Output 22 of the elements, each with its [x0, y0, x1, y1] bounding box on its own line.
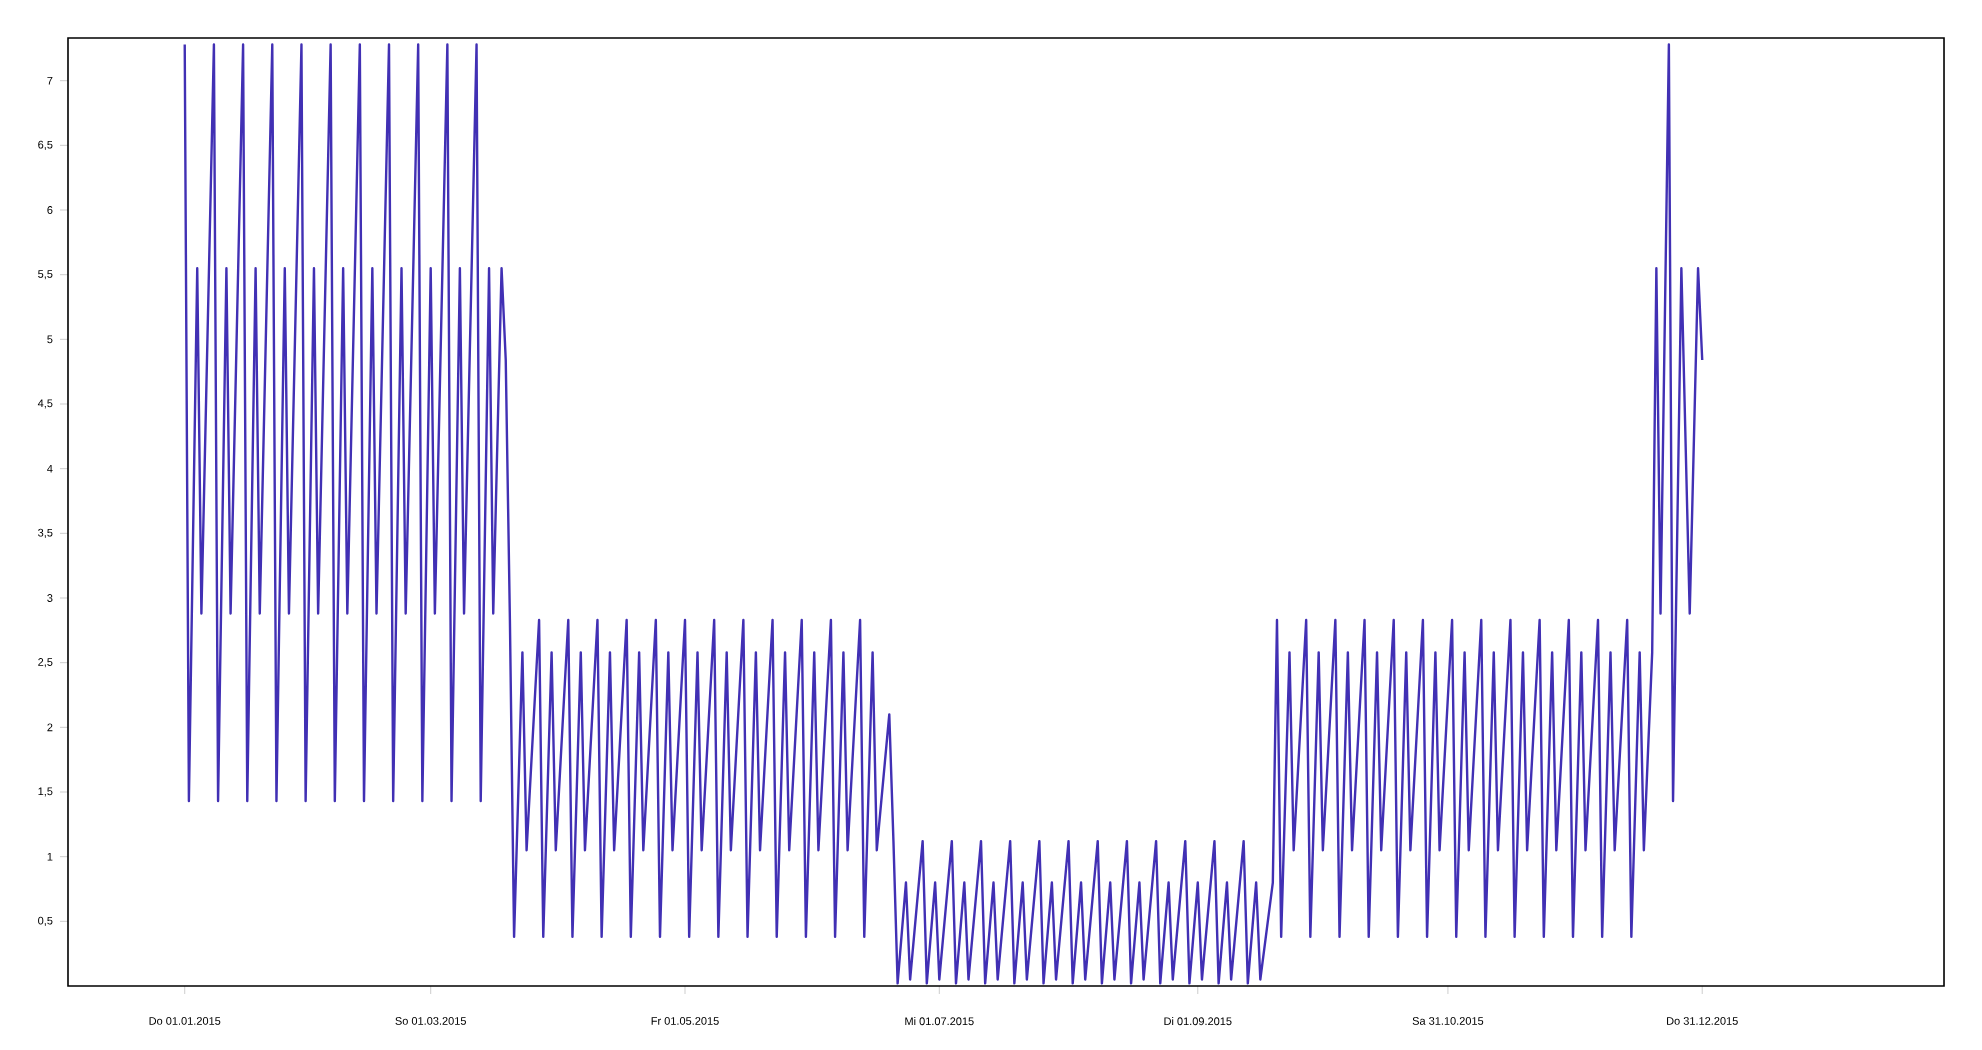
- x-tick-label: Do 01.01.2015: [149, 1017, 221, 1025]
- x-tick-label: Mi 01.07.2015: [905, 1017, 974, 1026]
- x-tick-label: Di 01.09.2015: [1164, 1017, 1232, 1026]
- y-tick-label: 0,5: [38, 916, 53, 926]
- y-tick-label: 3,5: [38, 528, 53, 538]
- y-tick-label: 6: [47, 206, 53, 214]
- y-tick-label: 2,5: [38, 658, 53, 668]
- y-tick-label: 1: [47, 852, 53, 861]
- y-tick-label: 2: [47, 723, 53, 732]
- x-tick-label: Sa 31.10.2015: [1412, 1017, 1484, 1025]
- x-tick-label: Do 31.12.2015: [1667, 1017, 1738, 1025]
- line-series: [183, 43, 1704, 985]
- y-tick-label: 1,5: [38, 787, 53, 797]
- x-tick-label: So 01.03.2015: [395, 1017, 466, 1025]
- y-tick-label: 7: [47, 76, 53, 85]
- y-tick-label: 5,5: [38, 270, 53, 280]
- y-tick-label: 4: [47, 464, 53, 473]
- y-tick-label: 6,5: [38, 140, 53, 150]
- x-tick-label: Fr 01.05.2015: [651, 1017, 719, 1025]
- y-tick-label: 5: [47, 335, 53, 344]
- y-tick-label: 4,5: [37, 399, 53, 409]
- y-tick-label: 3: [47, 594, 53, 602]
